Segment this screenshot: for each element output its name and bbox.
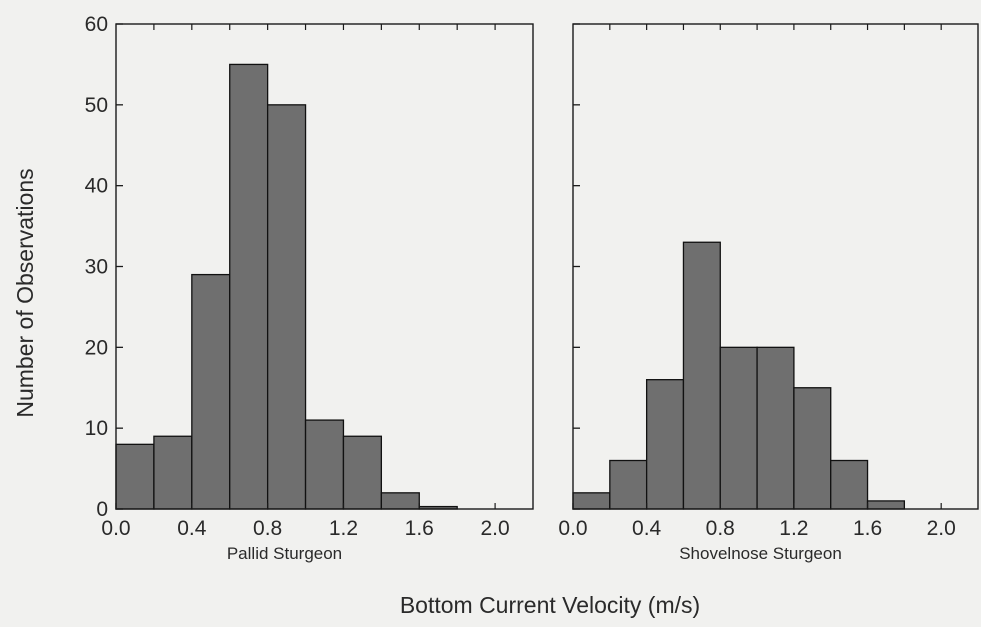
histogram-bar (866, 500, 906, 510)
x-tick-label: 1.2 (779, 517, 808, 540)
y-tick-label: 40 (85, 175, 108, 198)
x-tick-label: 0.0 (101, 517, 130, 540)
y-tick-label: 0 (96, 498, 108, 521)
x-tick-label: 2.0 (927, 517, 956, 540)
x-tick-label: 0.8 (706, 517, 735, 540)
x-tick-label: 0.4 (177, 517, 207, 540)
y-tick-label: 10 (85, 417, 108, 440)
histogram-bar (153, 435, 193, 510)
x-tick-label: 0.8 (253, 517, 282, 540)
histogram-bar (191, 273, 231, 510)
chart-panel-2: 0.0 0.4 0.8 1.2 1.6 2.0 Shovelnose Sturgeon (558, 23, 979, 563)
histogram-bar (830, 459, 869, 510)
chart-panel-1: 0 10 20 30 40 50 60 0.0 0.4 0.8 1.2 1.6 2.0 Pallid St… (85, 13, 534, 563)
x-tick-label: 0.0 (558, 517, 587, 540)
histogram-bar (645, 379, 685, 510)
histogram-bar (342, 435, 383, 510)
x-tick-label: 0.4 (632, 517, 662, 540)
y-tick-label: 30 (85, 256, 108, 279)
x-tick-label: 1.2 (329, 517, 358, 540)
histogram-bar (609, 459, 648, 510)
panel-label: Pallid Sturgeon (227, 544, 342, 563)
histogram-bar (266, 104, 307, 510)
histogram-bar (380, 492, 420, 510)
y-tick-label: 20 (85, 336, 108, 359)
x-axis-label: Bottom Current Velocity (m/s) (400, 592, 700, 618)
x-tick-label: 2.0 (480, 517, 509, 540)
histogram-bar (793, 387, 832, 510)
histogram-bar (229, 63, 269, 510)
histogram-bar (719, 346, 758, 510)
panel-label: Shovelnose Sturgeon (679, 544, 842, 563)
y-tick-label: 60 (85, 13, 108, 36)
chart-panels: 0 10 20 30 40 50 60 0.0 0.4 0.8 1.2 1.6 2.0 Pallid St… (85, 13, 979, 563)
y-tick-label: 50 (85, 94, 108, 117)
histogram-bar (756, 346, 795, 510)
y-axis-label: Number of Observations (12, 168, 38, 417)
x-tick-label: 1.6 (853, 517, 882, 540)
histogram-bar (572, 492, 611, 510)
histogram-bar (115, 443, 155, 510)
histogram-bar (304, 419, 345, 510)
x-tick-label: 1.6 (405, 517, 434, 540)
histogram-bar (682, 241, 721, 510)
